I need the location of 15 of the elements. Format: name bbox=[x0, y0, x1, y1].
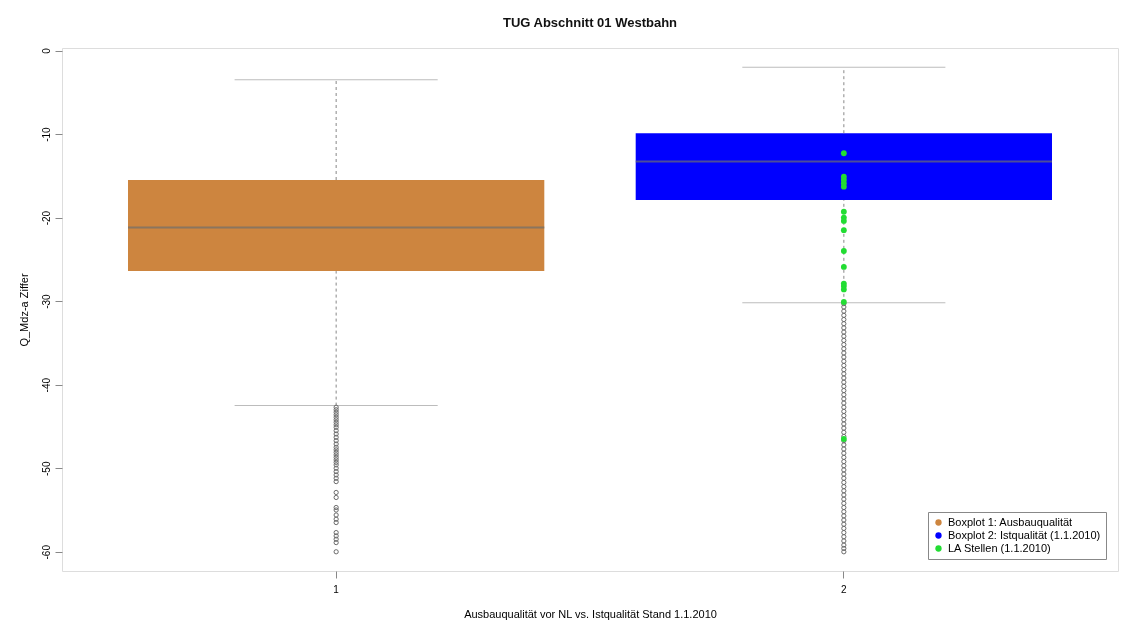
x-axis-title: Ausbauqualität vor NL vs. Istqualität Stand 1.1.2010 bbox=[464, 607, 717, 620]
y-tick-label: -20 bbox=[40, 210, 52, 226]
y-tick-label: -30 bbox=[40, 293, 52, 309]
y-tick-label: -60 bbox=[40, 544, 52, 560]
y-tick-label: -40 bbox=[40, 377, 52, 393]
x-tick-label: 1 bbox=[333, 583, 340, 595]
y-tick-label: 0 bbox=[40, 47, 52, 54]
x-tick-label: 2 bbox=[841, 583, 848, 595]
y-axis-title: Q_Mdz-a Ziffer bbox=[17, 273, 30, 347]
legend-label: Boxplot 2: Istqualität (1.1.2010) bbox=[948, 528, 1101, 541]
chart-title: TUG Abschnitt 01 Westbahn bbox=[502, 14, 678, 30]
legend-label: LA Stellen (1.1.2010) bbox=[948, 541, 1051, 554]
legend-label: Boxplot 1: Ausbauqualität bbox=[948, 515, 1073, 528]
y-tick-label: -10 bbox=[40, 126, 52, 142]
y-tick-label: -50 bbox=[40, 461, 52, 476]
